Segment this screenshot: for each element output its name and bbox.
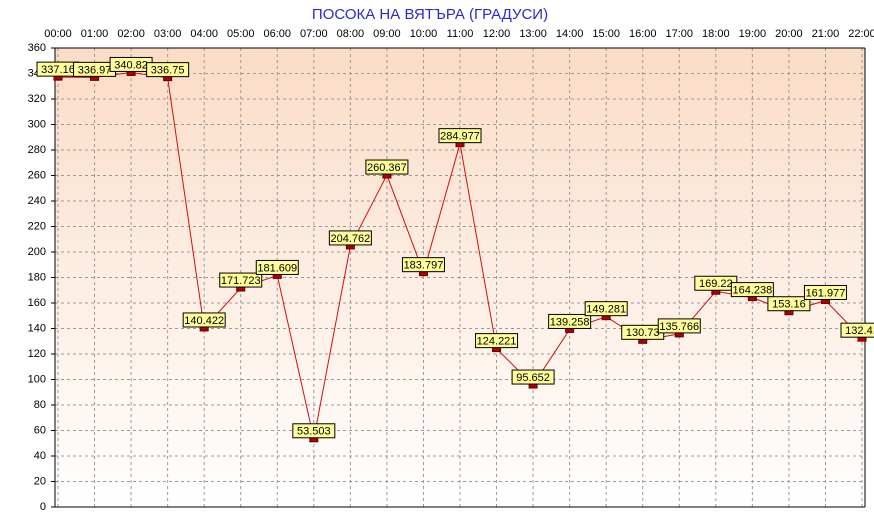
x-tick-label: 07:00 [300,28,328,40]
y-tick-label: 240 [28,195,46,207]
y-tick-label: 220 [28,220,46,232]
y-tick-label: 360 [28,42,46,54]
value-label: 124.221 [477,336,517,348]
value-label-box [584,301,628,317]
x-tick-label: 16:00 [629,28,657,40]
x-tick-label: 20:00 [775,28,803,40]
value-label: 260.367 [367,162,407,174]
value-label: 336.75 [151,65,185,77]
value-label: 183.797 [404,260,444,272]
x-tick-label: 03:00 [154,28,182,40]
x-tick-label: 11:00 [447,28,474,40]
value-label: 169.22 [699,278,733,290]
value-label: 204.762 [330,233,370,245]
y-tick-label: 260 [28,169,46,181]
y-tick-label: 20 [34,475,46,487]
value-label-box [475,333,519,349]
value-label-box [219,272,263,288]
x-tick-label: 18:00 [702,28,730,40]
value-label-box [401,257,445,273]
value-label: 340.82 [114,59,148,71]
value-label-box [767,296,811,312]
value-label: 164.238 [732,285,772,297]
value-label: 130.73 [626,327,660,339]
value-label-box [803,284,847,300]
value-label: 284.977 [440,131,480,143]
value-label: 161.977 [806,287,846,299]
value-label: 181.609 [257,262,297,274]
value-label: 135.766 [659,321,699,333]
value-label-box [548,313,592,329]
value-label: 153.16 [772,299,806,311]
x-tick-label: 21:00 [812,28,840,40]
x-tick-label: 19:00 [739,28,767,40]
y-tick-label: 60 [34,424,46,436]
value-label-box [365,159,409,175]
value-label-box [657,318,701,334]
y-tick-label: 300 [28,118,46,130]
value-label: 149.281 [586,304,626,316]
y-tick-label: 180 [28,271,46,283]
x-tick-label: 04:00 [190,28,218,40]
value-label: 336.97 [78,64,112,76]
value-label-box [146,62,190,78]
value-label-box [511,369,555,385]
value-label: 139.258 [550,316,590,328]
y-tick-label: 200 [28,246,46,258]
y-tick-label: 120 [28,348,46,360]
x-tick-label: 01:00 [81,28,109,40]
value-label: 140.422 [184,315,224,327]
x-tick-label: 06:00 [264,28,292,40]
value-label-box [182,312,226,328]
x-tick-label: 14:00 [556,28,584,40]
x-tick-label: 02:00 [117,28,145,40]
value-label: 95.652 [516,372,550,384]
chart-title: ПОСОКА НА ВЯТЪРА (ГРАДУСИ) [312,6,548,23]
x-tick-label: 17:00 [666,28,694,40]
value-label-box [840,322,874,338]
value-label: 53.503 [297,426,331,438]
y-tick-label: 40 [34,450,46,462]
x-tick-label: 00:00 [44,28,72,40]
y-tick-label: 0 [40,501,46,513]
y-tick-label: 160 [28,297,46,309]
value-label-box [730,282,774,298]
x-tick-label: 10:00 [410,28,438,40]
x-tick-label: 15:00 [592,28,620,40]
value-label: 337.16 [41,64,75,76]
y-tick-label: 140 [28,322,46,334]
x-tick-label: 12:00 [483,28,511,40]
x-tick-label: 13:00 [519,28,547,40]
y-tick-label: 80 [34,399,46,411]
x-tick-label: 09:00 [373,28,401,40]
x-tick-label: 22:00 [848,28,874,40]
value-label-box [255,259,299,275]
value-label-box [292,423,336,439]
y-tick-label: 320 [28,93,46,105]
x-tick-label: 08:00 [337,28,365,40]
value-label-box [438,128,482,144]
y-tick-label: 100 [28,373,46,385]
value-label: 132.41 [845,325,874,337]
x-tick-label: 05:00 [227,28,255,40]
value-label-box [328,230,372,246]
y-tick-label: 280 [28,144,46,156]
value-label: 171.723 [221,275,261,287]
